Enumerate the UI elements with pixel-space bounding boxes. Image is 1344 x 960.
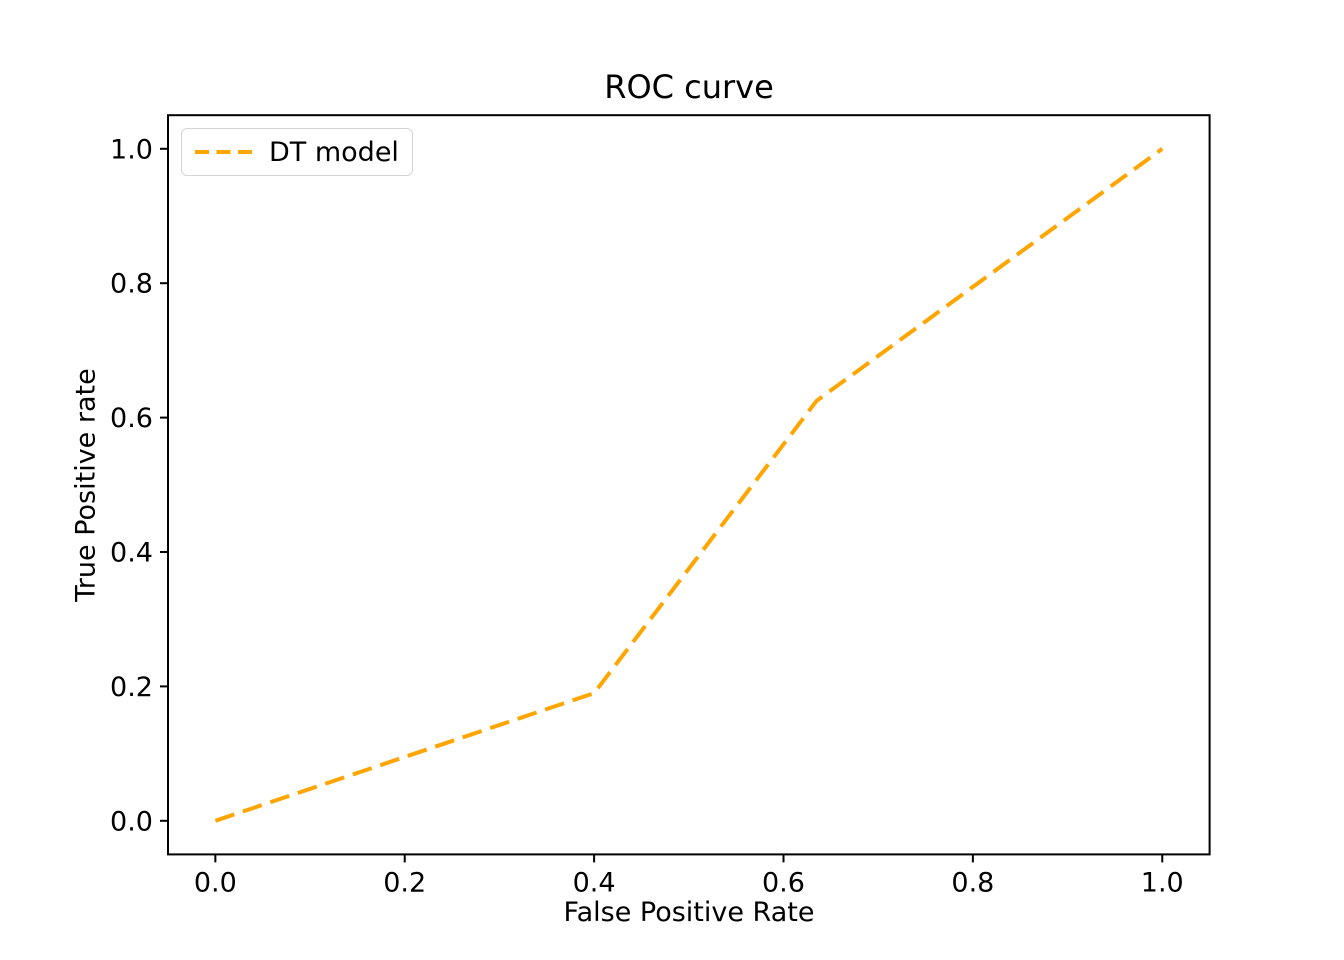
x-tick-label: 0.8 — [951, 867, 994, 898]
plot-spines — [167, 114, 1211, 856]
x-axis-label: False Positive Rate — [563, 897, 815, 928]
y-axis-label: True Positive rate — [70, 368, 102, 602]
x-tick-label: 1.0 — [1141, 867, 1184, 898]
y-tick-label: 0.4 — [110, 538, 153, 569]
y-tick-label: 0.2 — [110, 672, 153, 703]
x-tick-label: 0.0 — [194, 867, 237, 898]
legend-dashed-line-icon — [195, 150, 252, 154]
y-tick-label: 0.6 — [110, 403, 153, 434]
x-tick-label: 0.2 — [383, 867, 426, 898]
legend-label: DT model — [269, 136, 399, 168]
legend: DT model — [181, 128, 413, 176]
chart-title: ROC curve — [604, 68, 774, 106]
x-tick-label: 0.6 — [762, 867, 805, 898]
roc-curve-line — [214, 147, 1164, 823]
y-tick-label: 0.8 — [110, 269, 153, 300]
y-tick-label: 1.0 — [110, 134, 153, 165]
x-tick-label: 0.4 — [573, 867, 616, 898]
y-tick-label: 0.0 — [110, 806, 153, 837]
